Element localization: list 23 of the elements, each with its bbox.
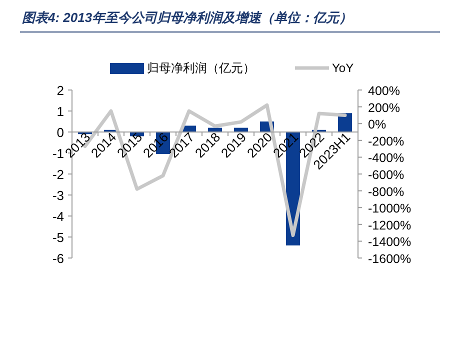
- y2-tick-label: -600%: [368, 168, 404, 182]
- y2-tick-label: 400%: [368, 84, 400, 98]
- legend-label: YoY: [332, 61, 354, 75]
- y2-tick-label: -1600%: [368, 252, 412, 266]
- y-tick-label: 0: [56, 125, 64, 140]
- y-tick-label: 2: [56, 83, 64, 98]
- y2-tick-label: -200%: [368, 134, 404, 148]
- y2-tick-label: -1000%: [368, 202, 412, 216]
- y-tick-label: -6: [52, 251, 64, 266]
- y-tick-label: -5: [52, 230, 64, 245]
- y-tick-label: -1: [52, 146, 64, 161]
- y-tick-label: -2: [52, 167, 64, 182]
- y2-tick-label: 0%: [368, 118, 386, 132]
- y-tick-label: -4: [52, 209, 64, 224]
- y2-tick-label: -1400%: [368, 235, 412, 250]
- y2-tick-label: -800%: [368, 184, 404, 199]
- chart-title: 图表4: 2013年至今公司归母净利润及增速（单位：亿元）: [22, 10, 352, 25]
- y2-tick-label: -1200%: [368, 218, 412, 232]
- legend-label: 归母净利润（亿元）: [147, 61, 255, 75]
- y2-tick-label: 200%: [368, 100, 400, 115]
- y-tick-label: -3: [52, 188, 64, 203]
- y-tick-label: 1: [56, 104, 64, 119]
- y2-tick-label: -400%: [368, 151, 404, 166]
